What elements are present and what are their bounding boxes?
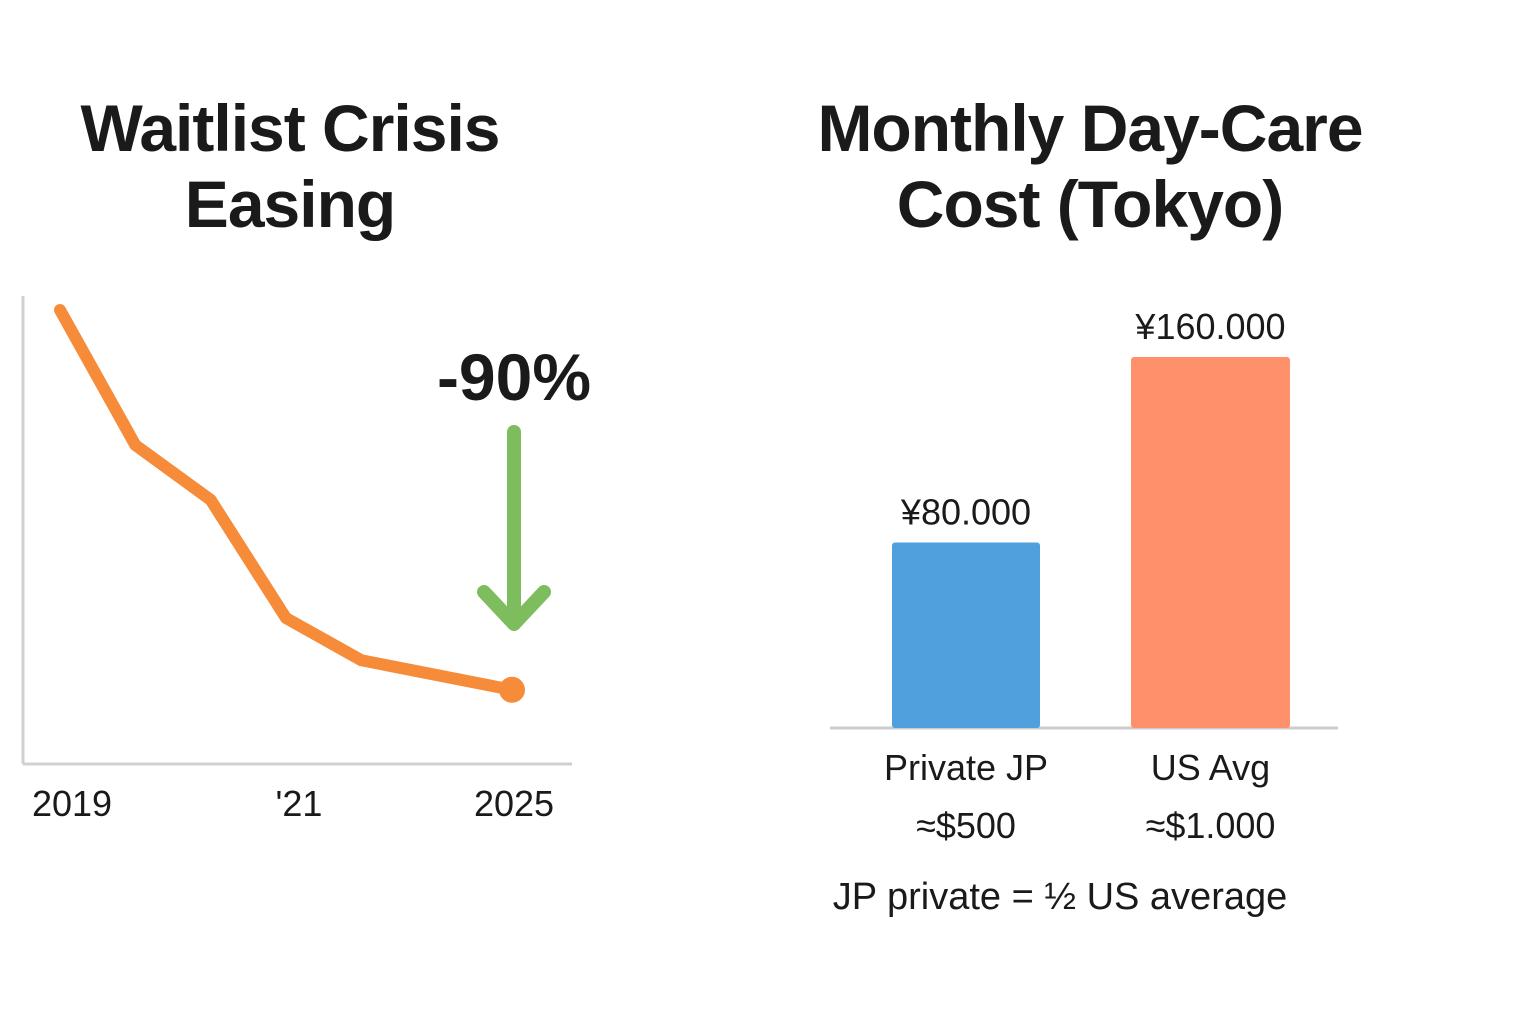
cost-value-label: ¥160.000	[1134, 306, 1285, 347]
cost-title-line-1: Monthly Day-Care	[817, 91, 1363, 165]
x-tick-label: 2025	[474, 783, 554, 824]
waitlist-line	[54, 304, 518, 696]
cost-chart-title: Monthly Day-Care Cost (Tokyo)	[760, 90, 1420, 242]
cost-footnote: JP private = ½ US average	[832, 876, 1288, 918]
x-tick-label: '21	[276, 783, 323, 824]
cost-bar-1	[1131, 357, 1290, 728]
category-label-private-jp: Private JP	[883, 747, 1049, 788]
waitlist-x-ticks: 2019 '21 2025	[32, 783, 554, 824]
waitlist-series	[54, 304, 525, 703]
waitlist-endpoint	[499, 676, 525, 703]
waitlist-chart-title: Waitlist Crisis Easing	[30, 90, 550, 242]
x-tick-label: 2019	[32, 783, 112, 824]
decline-callout: -90%	[437, 340, 591, 414]
cost-bar-0	[892, 542, 1040, 728]
cost-value-label: ¥80.000	[900, 492, 1031, 533]
waitlist-title-line-1: Waitlist Crisis	[80, 91, 501, 165]
usd-equivalent-private-jp: ≈$500	[916, 805, 1016, 846]
cost-bars	[892, 357, 1290, 728]
cost-title-line-2: Cost (Tokyo)	[896, 167, 1284, 241]
category-label-us-avg: US Avg	[1150, 747, 1271, 788]
cost-value-labels: ¥80.000 ¥160.000	[900, 306, 1286, 533]
waitlist-title-line-2: Easing	[184, 167, 396, 241]
usd-equivalent-us-avg: ≈$1.000	[1145, 805, 1276, 846]
down-arrow-icon	[477, 425, 551, 631]
